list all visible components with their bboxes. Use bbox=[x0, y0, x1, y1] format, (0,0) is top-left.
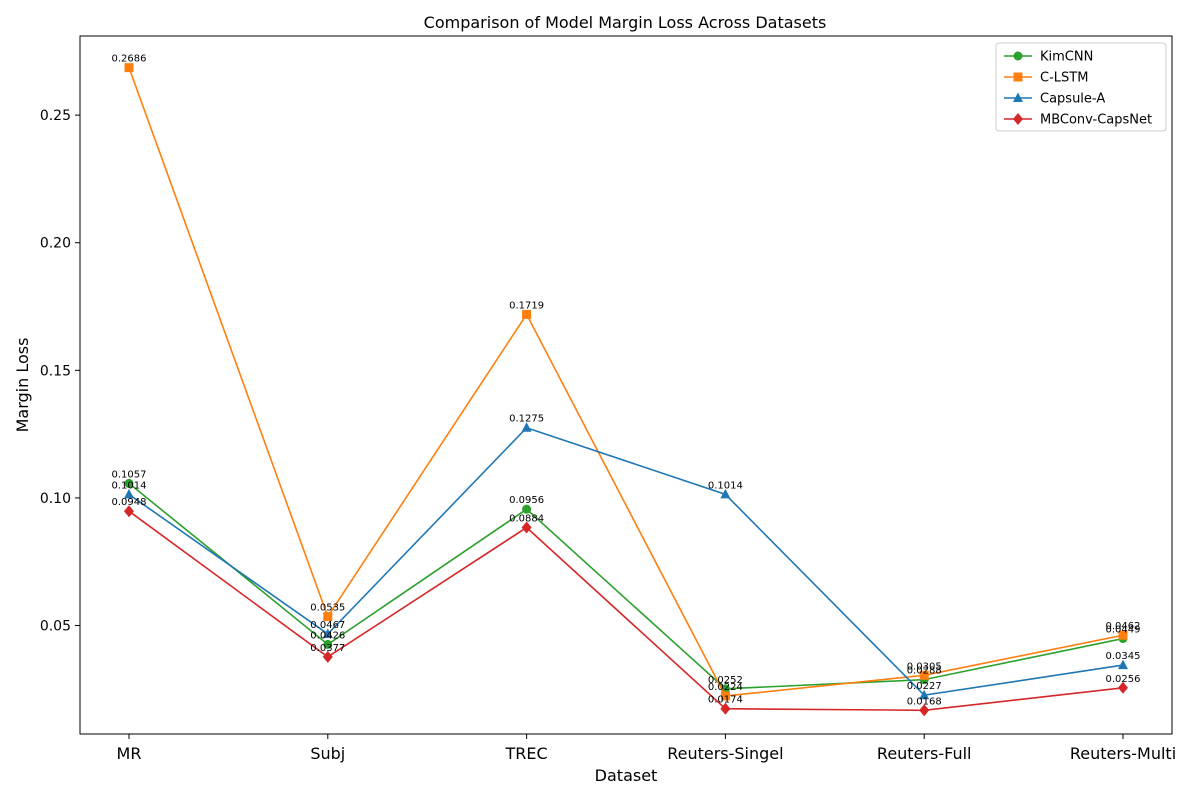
series-c-lstm bbox=[124, 63, 1128, 701]
data-label: 0.0345 bbox=[1106, 651, 1141, 662]
data-point bbox=[322, 628, 333, 638]
data-label: 0.0305 bbox=[907, 661, 942, 672]
data-point bbox=[720, 488, 731, 499]
data-point bbox=[919, 704, 930, 717]
legend-item: MBConv-CapsNet bbox=[1004, 113, 1152, 128]
data-label: 0.0256 bbox=[1106, 674, 1141, 685]
x-tick-label: Subj bbox=[310, 744, 345, 763]
data-label: 0.1275 bbox=[509, 414, 544, 425]
y-axis-label: Margin Loss bbox=[13, 338, 32, 433]
y-tick-label: 0.25 bbox=[40, 108, 71, 124]
legend: KimCNN C-LSTM Capsule-A MBConv-CapsNet bbox=[995, 42, 1167, 132]
x-tick-label: Reuters-Full bbox=[877, 744, 972, 763]
data-label: 0.0956 bbox=[509, 495, 544, 506]
data-point bbox=[323, 612, 333, 622]
data-point bbox=[521, 521, 532, 534]
x-axis: MR Subj TREC Reuters-Singel Reuters-Full Reut… bbox=[117, 734, 1176, 763]
data-point bbox=[323, 639, 333, 649]
legend-label: Capsule-A bbox=[1040, 92, 1105, 107]
series-capsule-a bbox=[124, 422, 1128, 700]
x-tick-label: Reuters-Multi bbox=[1070, 744, 1176, 763]
data-point bbox=[322, 650, 333, 663]
data-point bbox=[1118, 630, 1128, 640]
legend-marker bbox=[1013, 92, 1023, 102]
legend-item: C-LSTM bbox=[1004, 71, 1088, 86]
data-label: 0.0224 bbox=[708, 682, 743, 693]
y-tick-label: 0.15 bbox=[40, 363, 71, 379]
y-tick-label: 0.05 bbox=[40, 619, 71, 635]
y-tick-label: 0.20 bbox=[40, 236, 71, 252]
data-label: 0.0884 bbox=[509, 514, 544, 525]
data-point bbox=[1118, 659, 1128, 670]
legend-label: KimCNN bbox=[1040, 50, 1093, 65]
data-label: 0.0174 bbox=[708, 695, 743, 706]
data-label: 0.1014 bbox=[112, 480, 147, 491]
data-point bbox=[522, 309, 532, 319]
data-label: 0.0535 bbox=[310, 603, 345, 614]
data-point bbox=[720, 702, 731, 715]
data-label: 0.0168 bbox=[907, 696, 942, 707]
data-label: 0.0377 bbox=[310, 643, 345, 654]
data-point bbox=[124, 505, 134, 518]
data-label: 0.1719 bbox=[509, 300, 544, 311]
data-point bbox=[124, 63, 134, 73]
series-kimcnn bbox=[124, 478, 1128, 694]
x-tick-label: TREC bbox=[505, 744, 548, 763]
legend-item: KimCNN bbox=[1004, 50, 1093, 65]
series-line bbox=[128, 482, 1124, 690]
data-label: 0.0426 bbox=[310, 630, 345, 641]
series-line bbox=[128, 510, 1124, 712]
x-axis-label: Dataset bbox=[595, 766, 658, 785]
data-point bbox=[1118, 681, 1128, 694]
legend-marker bbox=[1013, 51, 1023, 61]
y-axis: 0.05 0.10 0.15 0.20 0.25 bbox=[40, 108, 80, 635]
plot-area bbox=[79, 35, 1173, 735]
x-tick-label: Reuters-Singel bbox=[667, 744, 783, 763]
data-label: 0.0288 bbox=[907, 666, 942, 677]
data-point bbox=[522, 504, 532, 514]
data-label: 0.2686 bbox=[112, 54, 147, 65]
legend-label: MBConv-CapsNet bbox=[1040, 113, 1152, 128]
data-label: 0.1057 bbox=[112, 469, 147, 480]
legend-marker bbox=[1013, 72, 1023, 82]
legend-box bbox=[995, 42, 1167, 132]
chart-title: Comparison of Model Margin Loss Across D… bbox=[424, 13, 827, 32]
data-point bbox=[919, 670, 929, 680]
legend-label: C-LSTM bbox=[1040, 71, 1088, 86]
data-label: 0.0948 bbox=[112, 497, 147, 508]
data-point bbox=[720, 691, 730, 701]
data-label: 0.0252 bbox=[708, 675, 743, 686]
data-labels: 0.1057 0.0426 0.0956 0.0252 0.0288 0.0449 0.26… bbox=[112, 54, 1141, 708]
series-layer bbox=[124, 63, 1128, 717]
legend-item: Capsule-A bbox=[1004, 92, 1105, 107]
x-tick-label: MR bbox=[117, 744, 142, 763]
series-line bbox=[128, 67, 1124, 697]
data-point bbox=[124, 478, 134, 488]
data-label: 0.1014 bbox=[708, 480, 743, 491]
data-point bbox=[124, 488, 134, 499]
data-label: 0.0449 bbox=[1106, 625, 1141, 636]
data-label: 0.0462 bbox=[1106, 621, 1141, 632]
legend-marker bbox=[1013, 113, 1023, 125]
series-line bbox=[128, 426, 1124, 697]
data-point bbox=[521, 422, 532, 432]
y-tick-label: 0.10 bbox=[40, 491, 71, 507]
data-point bbox=[919, 689, 930, 700]
data-label: 0.0467 bbox=[310, 620, 345, 631]
series-mbconv-capsnet bbox=[124, 505, 1128, 717]
data-label: 0.0227 bbox=[907, 681, 942, 692]
axes-frame bbox=[79, 35, 1173, 735]
